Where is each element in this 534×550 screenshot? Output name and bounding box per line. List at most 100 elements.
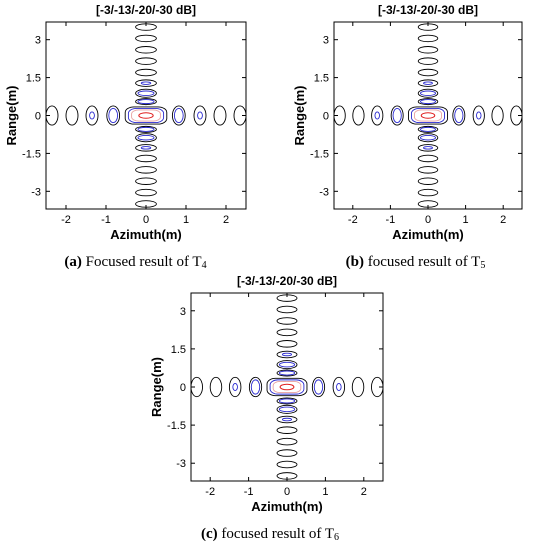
- caption-text: focused result of T: [367, 254, 481, 270]
- x-tick-label: 0: [284, 486, 290, 498]
- caption-subscript: 5: [480, 260, 486, 271]
- x-tick-label: 0: [143, 214, 149, 226]
- y-tick-label: -3: [319, 186, 329, 198]
- azimuth-sidelobe-20db-contour: [89, 111, 95, 120]
- range-sidelobe-20db-contour: [278, 361, 296, 368]
- range-sidelobe-contour: [417, 125, 439, 133]
- y-tick-label: -3: [176, 458, 186, 470]
- chart-panel-b: [-3/-13/-20/-30 dB] -2 -1 0 1 2 3 1.5 0 -1.5 -3 Azi…: [288, 0, 534, 275]
- mainlobe-30db-contour: [266, 377, 308, 397]
- range-sidelobe-20db-contour: [140, 81, 152, 85]
- mainlobe-13db-contour: [414, 109, 442, 122]
- azimuth-sidelobe-20db-contour: [374, 111, 380, 120]
- range-sidelobe-20db-contour: [281, 417, 293, 422]
- azimuth-sidelobe-20db-contour: [173, 107, 184, 124]
- range-sidelobe-20db-contour: [420, 90, 436, 96]
- range-sidelobe-contour: [417, 68, 439, 77]
- azimuth-sidelobe-contour: [371, 105, 384, 126]
- range-sidelobe-contour: [417, 188, 439, 197]
- range-sidelobe-contour: [135, 46, 157, 54]
- range-sidelobe-contour: [135, 79, 157, 87]
- y-tick-label: -3: [31, 186, 41, 198]
- caption-a: (a) Focused result of T4: [28, 254, 243, 271]
- x-tick-label: 2: [500, 214, 506, 226]
- mainlobe-20db-contour: [127, 107, 165, 124]
- mainlobe-20db-contour: [411, 107, 445, 124]
- caption-text: Focused result of T: [85, 254, 202, 270]
- range-sidelobe-20db-contour: [423, 81, 433, 85]
- range-sidelobe-contour: [135, 166, 157, 174]
- range-sidelobe-contour: [135, 133, 157, 143]
- y-tick-label: 3: [180, 306, 186, 318]
- caption-text: focused result of T: [221, 526, 335, 542]
- azimuth-sidelobe-20db-contour: [336, 382, 342, 392]
- range-sidelobe-20db-contour: [423, 146, 433, 150]
- caption-b: (b) focused result of T5: [308, 254, 523, 271]
- range-sidelobe-contour: [417, 57, 439, 65]
- range-sidelobe-contour: [276, 415, 298, 424]
- mainlobe-13db-contour: [272, 380, 302, 394]
- range-sidelobe-20db-contour: [137, 99, 155, 105]
- range-sidelobe-20db-contour: [420, 135, 436, 141]
- range-sidelobe-contour: [135, 68, 157, 77]
- range-sidelobe-contour: [276, 360, 298, 370]
- range-sidelobe-contour: [135, 177, 157, 185]
- x-tick-label: 1: [322, 486, 328, 498]
- range-sidelobe-contour: [135, 125, 157, 133]
- azimuth-sidelobe-contour: [193, 105, 207, 126]
- range-sidelobe-contour: [417, 79, 439, 87]
- y-tick-label: 3: [323, 35, 329, 47]
- x-tick-label: -1: [386, 214, 396, 226]
- azimuth-sidelobe-contour: [65, 105, 79, 126]
- range-sidelobe-contour: [276, 404, 298, 414]
- x-tick-label: 1: [463, 214, 469, 226]
- range-sidelobe-contour: [135, 188, 157, 197]
- range-sidelobe-contour: [276, 426, 298, 434]
- range-sidelobe-contour: [417, 34, 439, 43]
- caption-label: (a): [64, 254, 82, 270]
- azimuth-sidelobe-20db-contour: [250, 379, 261, 395]
- azimuth-sidelobe-20db-contour: [313, 379, 324, 395]
- x-tick-label: -1: [244, 486, 254, 498]
- x-axis-label: Azimuth(m): [392, 227, 464, 242]
- x-tick-label: -2: [348, 214, 358, 226]
- x-tick-label: -2: [61, 214, 71, 226]
- x-tick-label: 1: [183, 214, 189, 226]
- range-sidelobe-20db-contour: [137, 126, 155, 132]
- range-sidelobe-20db-contour: [140, 146, 152, 150]
- range-sidelobe-contour: [276, 397, 298, 405]
- y-axis-label: Range(m): [149, 357, 164, 417]
- azimuth-sidelobe-20db-contour: [392, 107, 402, 124]
- range-sidelobe-contour: [417, 154, 439, 163]
- x-tick-label: -2: [205, 486, 215, 498]
- range-sidelobe-contour: [417, 98, 439, 106]
- range-sidelobe-contour: [417, 133, 439, 143]
- range-sidelobe-contour: [417, 46, 439, 54]
- chart-panel-c: [-3/-13/-20/-30 dB] -2 -1 0 1 2 3 1.5 0 -1.5 -3 Azi…: [145, 270, 395, 550]
- mainlobe-3db-contour: [138, 112, 154, 119]
- mainlobe-30db-contour: [124, 106, 168, 125]
- contour-plot-a: [-3/-13/-20/-30 dB] -2 -1 0 1 2 3 1.5 0 -1.5 -3 Azi…: [4, 3, 247, 242]
- azimuth-sidelobe-20db-contour: [197, 111, 203, 120]
- range-sidelobe-contour: [135, 88, 157, 98]
- y-tick-label: -1.5: [167, 420, 186, 432]
- y-tick-label: -1.5: [22, 148, 41, 160]
- y-tick-label: 0: [180, 382, 186, 394]
- range-sidelobe-20db-contour: [278, 370, 296, 376]
- y-axis-label: Range(m): [292, 86, 307, 146]
- range-sidelobe-contour: [276, 437, 298, 446]
- contour-lines: [45, 23, 247, 208]
- mainlobe-20db-contour: [269, 379, 305, 395]
- mainlobe-3db-contour: [279, 383, 295, 391]
- range-sidelobe-contour: [417, 166, 439, 174]
- x-axis-label: Azimuth(m): [110, 227, 182, 242]
- range-sidelobe-contour: [276, 305, 298, 314]
- plot-frame: [190, 292, 384, 482]
- y-tick-label: 1.5: [314, 73, 329, 85]
- x-tick-label: 2: [223, 214, 229, 226]
- azimuth-sidelobe-20db-contour: [108, 107, 119, 124]
- azimuth-sidelobe-contour: [171, 105, 186, 126]
- range-sidelobe-contour: [135, 154, 157, 163]
- range-sidelobe-20db-contour: [420, 126, 436, 132]
- range-sidelobe-contour: [276, 317, 298, 325]
